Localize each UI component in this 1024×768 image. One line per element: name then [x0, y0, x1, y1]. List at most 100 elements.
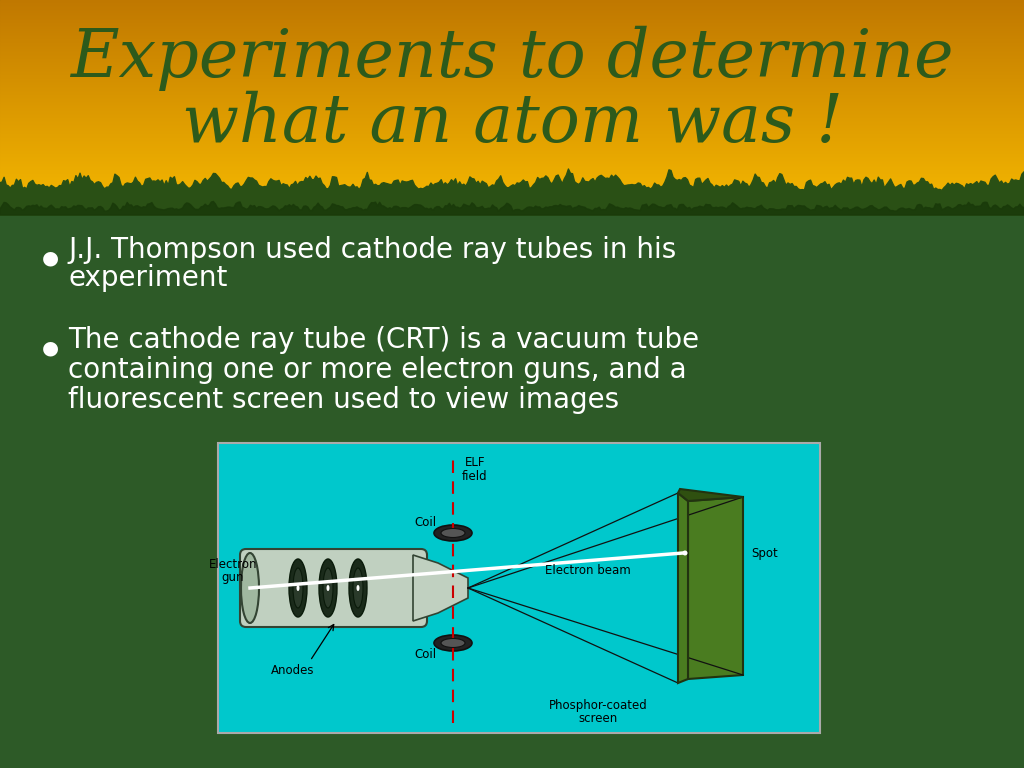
Ellipse shape [323, 568, 333, 608]
Bar [0, 118, 1024, 120]
Text: field: field [462, 469, 487, 482]
Bar [0, 52, 1024, 54]
Bar [0, 207, 1024, 209]
Bar [0, 45, 1024, 46]
Bar [0, 173, 1024, 174]
Bar [0, 48, 1024, 50]
Text: Experiments to determine: Experiments to determine [71, 25, 953, 91]
Bar [0, 108, 1024, 110]
Bar [0, 69, 1024, 71]
Bar [0, 57, 1024, 58]
Bar [0, 184, 1024, 186]
Bar [0, 201, 1024, 203]
Bar [0, 44, 1024, 45]
Bar [0, 71, 1024, 73]
Bar [0, 98, 1024, 100]
Ellipse shape [319, 559, 337, 617]
Bar [0, 170, 1024, 172]
Bar [0, 78, 1024, 80]
Bar [0, 55, 1024, 56]
Bar [0, 177, 1024, 179]
Bar [0, 24, 1024, 25]
Bar [0, 161, 1024, 163]
Bar [0, 27, 1024, 28]
Bar [0, 72, 1024, 74]
Bar [0, 64, 1024, 65]
Bar [0, 135, 1024, 137]
Bar [0, 167, 1024, 169]
Bar [0, 187, 1024, 189]
Bar [0, 88, 1024, 89]
Bar [0, 197, 1024, 198]
Bar [0, 183, 1024, 184]
Bar [0, 187, 1024, 188]
Bar [0, 61, 1024, 63]
Bar [0, 101, 1024, 103]
Bar [0, 206, 1024, 207]
Bar [0, 148, 1024, 150]
Bar [0, 22, 1024, 24]
Bar [0, 208, 1024, 210]
Bar [0, 9, 1024, 11]
Bar [0, 154, 1024, 156]
Bar [0, 164, 1024, 165]
Bar [0, 124, 1024, 126]
Ellipse shape [297, 585, 299, 591]
Bar [0, 198, 1024, 200]
Text: Electron beam: Electron beam [545, 564, 631, 577]
Bar [0, 147, 1024, 149]
Ellipse shape [441, 638, 465, 647]
Bar [0, 78, 1024, 79]
Bar [0, 34, 1024, 35]
Bar [0, 197, 1024, 199]
Bar [0, 134, 1024, 135]
Bar [0, 94, 1024, 95]
Bar [0, 155, 1024, 157]
Bar [0, 200, 1024, 202]
Ellipse shape [241, 553, 259, 623]
Bar [0, 138, 1024, 140]
Bar [0, 108, 1024, 109]
Bar [0, 62, 1024, 64]
Bar [0, 204, 1024, 205]
Bar [0, 0, 1024, 1]
Bar [0, 133, 1024, 134]
Bar [0, 98, 1024, 99]
Bar [0, 4, 1024, 5]
Bar [0, 77, 1024, 78]
Bar [0, 49, 1024, 51]
Bar [0, 115, 1024, 117]
Ellipse shape [434, 525, 472, 541]
Bar [0, 35, 1024, 37]
Bar [0, 5, 1024, 7]
Bar [0, 171, 1024, 173]
Bar [0, 38, 1024, 39]
Text: what an atom was !: what an atom was ! [181, 91, 843, 156]
Bar [0, 54, 1024, 55]
Bar [0, 180, 1024, 182]
Text: Spot: Spot [751, 547, 778, 560]
Bar [0, 145, 1024, 147]
Bar [0, 80, 1024, 81]
Bar [0, 8, 1024, 9]
Bar [0, 39, 1024, 41]
Text: ●: ● [42, 249, 59, 267]
Bar [0, 158, 1024, 160]
Bar [0, 47, 1024, 48]
Bar [0, 140, 1024, 141]
Text: J.J. Thompson used cathode ray tubes in his: J.J. Thompson used cathode ray tubes in … [68, 236, 676, 264]
Bar [0, 170, 1024, 171]
Bar [0, 165, 1024, 167]
Bar [0, 107, 1024, 108]
Bar [0, 97, 1024, 98]
Polygon shape [413, 555, 468, 621]
Bar [0, 94, 1024, 96]
Bar [0, 8, 1024, 10]
Bar [0, 203, 1024, 204]
Bar [0, 28, 1024, 30]
Bar [0, 120, 1024, 121]
Bar [0, 91, 1024, 92]
Polygon shape [678, 493, 688, 683]
Polygon shape [688, 497, 743, 679]
Bar [0, 134, 1024, 136]
